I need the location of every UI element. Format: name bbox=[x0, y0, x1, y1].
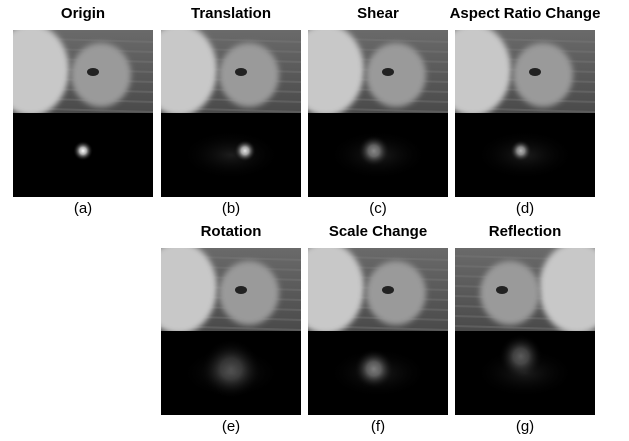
panel: Rotation (e) bbox=[141, 223, 301, 435]
response-peak bbox=[234, 140, 256, 162]
panel-title: Reflection bbox=[489, 223, 562, 240]
response-haze bbox=[181, 130, 281, 180]
animal bbox=[480, 261, 540, 325]
response-peak bbox=[201, 339, 261, 399]
animal bbox=[366, 43, 426, 107]
animal bbox=[71, 43, 131, 107]
panel-title: Shear bbox=[357, 5, 399, 22]
photo bbox=[141, 24, 301, 116]
photo bbox=[435, 24, 595, 116]
panel: Aspect Ratio Change (d) bbox=[435, 5, 600, 217]
response-peak bbox=[358, 135, 390, 167]
panel: Origin (a) bbox=[0, 5, 153, 217]
photo bbox=[141, 242, 301, 334]
panel-title: Origin bbox=[61, 5, 105, 22]
photo bbox=[288, 242, 448, 334]
panel-title: Rotation bbox=[201, 223, 262, 240]
panel-title: Translation bbox=[191, 5, 271, 22]
panel-caption: (g) bbox=[516, 418, 534, 435]
eye bbox=[235, 286, 247, 294]
eye bbox=[496, 286, 508, 294]
panel: Reflection (g) bbox=[455, 223, 615, 435]
eye bbox=[382, 68, 394, 76]
rock bbox=[141, 242, 217, 334]
panel: Scale Change (f) bbox=[288, 223, 448, 435]
panel-caption: (e) bbox=[222, 418, 240, 435]
photo bbox=[288, 24, 448, 116]
panel-caption: (d) bbox=[516, 200, 534, 217]
photo bbox=[0, 24, 153, 116]
figure: Origin (a) Translation (b) Shear (c) Aspect Ra… bbox=[0, 0, 629, 441]
panel-caption: (f) bbox=[371, 418, 385, 435]
panel: Shear (c) bbox=[288, 5, 448, 217]
panel-caption: (c) bbox=[369, 200, 387, 217]
panel-caption: (b) bbox=[222, 200, 240, 217]
eye bbox=[235, 68, 247, 76]
eye bbox=[382, 286, 394, 294]
response-peak bbox=[499, 334, 543, 378]
panel-caption: (a) bbox=[74, 200, 92, 217]
eye bbox=[87, 68, 99, 76]
response-peak bbox=[354, 349, 394, 389]
panel-title: Aspect Ratio Change bbox=[450, 5, 601, 22]
photo bbox=[455, 242, 615, 334]
response-peak bbox=[73, 141, 93, 161]
animal bbox=[366, 261, 426, 325]
panel-title: Scale Change bbox=[329, 223, 427, 240]
animal bbox=[219, 261, 279, 325]
animal bbox=[513, 43, 573, 107]
rock bbox=[539, 242, 615, 334]
response-peak bbox=[510, 140, 532, 162]
eye bbox=[529, 68, 541, 76]
animal bbox=[219, 43, 279, 107]
panel: Translation (b) bbox=[141, 5, 301, 217]
